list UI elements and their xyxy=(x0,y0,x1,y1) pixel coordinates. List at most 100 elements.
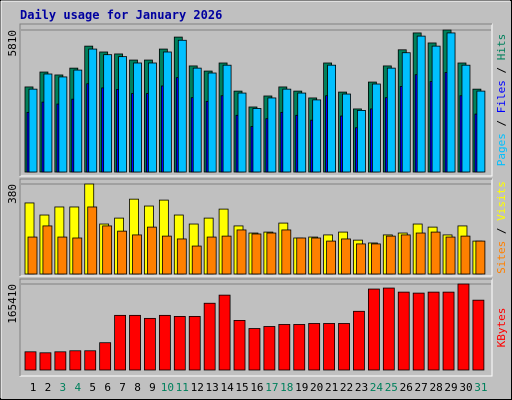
bar xyxy=(312,99,322,173)
bar xyxy=(327,64,337,173)
bar xyxy=(147,226,157,275)
x-tick-label: 22 xyxy=(340,381,353,394)
bar xyxy=(58,76,68,173)
bar xyxy=(27,236,38,275)
x-tick-label: 8 xyxy=(134,381,141,394)
bar xyxy=(356,243,366,275)
bar xyxy=(397,291,410,371)
y-tick-label: 165410 xyxy=(6,284,19,324)
legend-entry: Hits xyxy=(495,34,508,61)
bar xyxy=(323,323,336,371)
bar xyxy=(371,83,381,173)
bar xyxy=(206,236,217,275)
legend-separator: / xyxy=(495,60,508,80)
bar xyxy=(461,64,471,173)
bar xyxy=(114,314,126,371)
bar xyxy=(282,88,292,173)
x-tick-label: 3 xyxy=(60,381,67,394)
bar xyxy=(191,245,202,275)
x-tick-label: 30 xyxy=(459,381,472,394)
bar xyxy=(88,48,98,173)
bar xyxy=(457,283,470,371)
bar xyxy=(446,32,456,173)
bar xyxy=(263,326,276,371)
x-tick-label: 17 xyxy=(265,381,278,394)
bar xyxy=(129,314,141,371)
bar xyxy=(353,310,365,371)
x-tick-label: 21 xyxy=(325,381,338,394)
bar xyxy=(57,236,68,275)
x-tick-label: 14 xyxy=(220,381,234,394)
bar xyxy=(236,229,247,275)
bar xyxy=(117,230,127,275)
bar xyxy=(28,88,38,173)
x-tick-label: 31 xyxy=(474,381,487,394)
legend-entry: KBytes xyxy=(495,308,508,348)
bar xyxy=(221,235,232,275)
bar xyxy=(401,52,411,173)
bar xyxy=(54,351,67,371)
y-tick-label: 380 xyxy=(6,184,19,204)
x-tick-label: 9 xyxy=(149,381,156,394)
bar xyxy=(415,232,426,275)
bar xyxy=(43,73,53,173)
bar xyxy=(460,235,471,275)
bar xyxy=(266,232,277,275)
bar xyxy=(430,231,441,275)
bar xyxy=(233,319,246,371)
x-tick-label: 6 xyxy=(104,381,111,394)
x-tick-label: 25 xyxy=(385,381,398,394)
bar xyxy=(278,324,291,371)
bar xyxy=(103,54,113,173)
bar xyxy=(203,302,216,371)
bar xyxy=(144,317,156,371)
bar xyxy=(357,110,366,173)
panel-shadow xyxy=(19,178,492,276)
legend-separator: / xyxy=(495,113,508,133)
bar xyxy=(386,67,396,173)
bar xyxy=(177,39,187,173)
legend-entry: Sites xyxy=(495,241,508,274)
x-tick-label: 27 xyxy=(415,381,428,394)
x-tick-label: 23 xyxy=(355,381,368,394)
bar xyxy=(472,299,485,371)
y-tick-label: 5810 xyxy=(6,30,19,57)
chart-title: Daily usage for January 2026 xyxy=(20,8,222,22)
x-tick-label: 7 xyxy=(119,381,126,394)
legend: Sites / Visits xyxy=(495,181,508,274)
x-tick-label: 15 xyxy=(235,381,248,394)
bar xyxy=(148,62,157,173)
panel-shadow xyxy=(19,278,492,376)
bar xyxy=(370,243,381,275)
bar xyxy=(158,314,171,371)
x-tick-label: 19 xyxy=(295,381,308,394)
x-tick-label: 2 xyxy=(45,381,52,394)
bar xyxy=(218,294,231,371)
bar xyxy=(367,288,380,371)
x-tick-label: 26 xyxy=(400,381,413,394)
x-tick-label: 11 xyxy=(176,381,189,394)
bar xyxy=(192,67,202,173)
bar xyxy=(222,64,232,173)
bar xyxy=(251,233,262,275)
bar xyxy=(84,350,97,371)
bar xyxy=(293,324,306,371)
bar xyxy=(476,90,486,173)
bar xyxy=(42,225,53,275)
bar xyxy=(267,97,277,173)
bar xyxy=(237,92,247,173)
bar xyxy=(296,237,307,275)
bar xyxy=(72,237,83,275)
bar xyxy=(427,291,440,371)
bar xyxy=(475,240,486,275)
x-tick-label: 16 xyxy=(250,381,263,394)
bar xyxy=(412,292,425,371)
bar xyxy=(416,35,426,173)
bar xyxy=(162,51,172,173)
bar xyxy=(431,45,441,173)
bar xyxy=(24,351,37,371)
x-tick-label: 12 xyxy=(191,381,204,394)
bar xyxy=(176,238,187,275)
x-tick-label: 13 xyxy=(206,381,219,394)
bar xyxy=(382,287,395,371)
